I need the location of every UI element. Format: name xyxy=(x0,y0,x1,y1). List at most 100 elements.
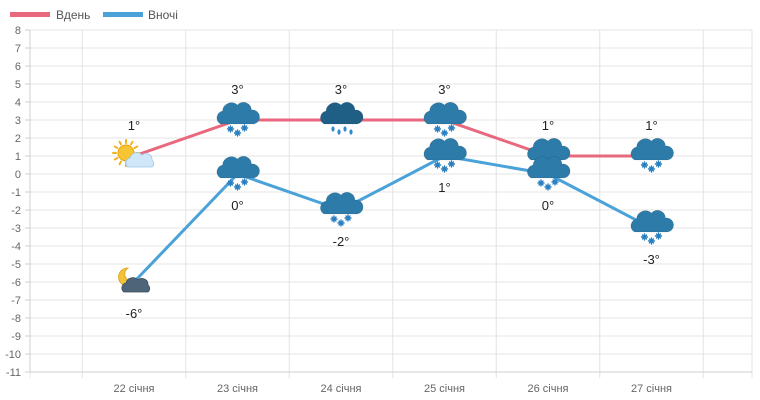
raindrop-shape xyxy=(331,126,335,132)
day-temp-label: 1° xyxy=(542,118,554,133)
cloud-snow-icon xyxy=(423,137,467,173)
night-point[interactable]: 1° xyxy=(423,137,467,195)
cloud-shape xyxy=(630,137,674,161)
cloud-shape xyxy=(527,137,571,161)
night-temp-label: 0° xyxy=(231,198,243,213)
night-temp-label: 0° xyxy=(542,198,554,213)
snowflake-shape xyxy=(440,129,449,137)
snowflake-shape xyxy=(337,219,345,227)
y-tick-label: -5 xyxy=(11,259,21,271)
x-tick-label: 27 січня xyxy=(631,383,672,395)
dark-cloud-rain-icon xyxy=(320,101,364,135)
day-point[interactable]: 1° xyxy=(630,118,674,173)
cloud-shape xyxy=(320,191,364,215)
y-tick-label: -6 xyxy=(11,277,21,289)
snowflake-shape xyxy=(440,165,449,173)
snowflake-shape xyxy=(233,183,242,191)
y-tick-label: -11 xyxy=(6,367,21,379)
day-point[interactable]: 3° xyxy=(216,82,260,137)
legend-item-day[interactable]: Вдень xyxy=(10,8,90,22)
day-temp-label: 1° xyxy=(128,118,140,133)
legend-swatch-night xyxy=(103,12,143,17)
series-points: 1° 3° 3° 3° 1° 1° -6° 0° -2° 1° 0° -3° xyxy=(112,82,674,321)
y-tick-label: 8 xyxy=(15,25,21,37)
x-tick-label: 23 січня xyxy=(217,383,258,395)
y-tick-label: -8 xyxy=(11,313,21,325)
y-tick-label: 3 xyxy=(15,115,21,127)
snowflake-shape xyxy=(654,160,663,168)
x-tick-label: 24 січня xyxy=(321,383,362,395)
day-temp-label: 3° xyxy=(335,82,347,97)
snowflake-shape xyxy=(640,233,649,241)
snowflake-shape xyxy=(647,237,656,245)
snowflake-shape xyxy=(647,165,656,173)
snowflake-shape xyxy=(654,232,663,240)
snowflake-shape xyxy=(447,160,456,168)
day-temp-label: 1° xyxy=(645,118,657,133)
day-point[interactable]: 1° xyxy=(527,118,571,173)
day-point[interactable]: 3° xyxy=(320,82,364,135)
snowflake-shape xyxy=(551,178,559,186)
night-temp-label: -2° xyxy=(333,234,350,249)
snowflake-shape xyxy=(433,125,442,133)
raindrop-shape xyxy=(343,126,347,132)
snowflake-shape xyxy=(233,129,242,137)
snowflake-shape xyxy=(330,215,338,223)
y-tick-label: 6 xyxy=(15,61,21,73)
raindrop-shape xyxy=(349,129,353,135)
night-point[interactable]: -2° xyxy=(320,191,364,249)
raindrop-shape xyxy=(337,129,341,135)
cloud-shape xyxy=(630,209,674,233)
cloud-snow-icon xyxy=(630,137,674,173)
y-tick-label: -7 xyxy=(11,295,21,307)
y-tick-label: -4 xyxy=(11,241,21,253)
night-temp-label: -6° xyxy=(126,306,143,321)
cloud-shape xyxy=(216,101,260,125)
legend-label-night: Вночі xyxy=(148,8,178,22)
y-tick-label: 7 xyxy=(15,43,21,55)
day-point[interactable]: 3° xyxy=(423,82,467,137)
cloud-shape xyxy=(527,155,571,179)
snowflake-shape xyxy=(537,179,545,187)
sun-cloud-icon xyxy=(112,139,155,168)
y-tick-label: -10 xyxy=(5,349,21,361)
snowflake-shape xyxy=(240,178,249,186)
night-point[interactable]: -6° xyxy=(118,267,151,321)
y-tick-label: -3 xyxy=(11,223,21,235)
night-point[interactable]: 0° xyxy=(527,155,571,213)
cloud-shape xyxy=(125,152,155,168)
legend-label-day: Вдень xyxy=(56,8,90,22)
x-tick-label: 22 січня xyxy=(114,383,155,395)
y-tick-label: 0 xyxy=(15,169,21,181)
y-tick-label: -2 xyxy=(11,205,21,217)
snowflake-shape xyxy=(344,214,352,222)
night-temp-label: 1° xyxy=(438,180,450,195)
cloud-snow-icon xyxy=(320,191,364,227)
cloud-snow-icon xyxy=(423,101,467,137)
night-point[interactable]: -3° xyxy=(630,209,674,267)
snowflake-shape xyxy=(544,183,552,191)
x-axis-ticks: 22 січня 23 січня 24 січня 25 січня 26 січня… xyxy=(114,383,673,395)
snowflake-shape xyxy=(226,125,235,133)
day-temp-label: 3° xyxy=(438,82,450,97)
y-axis-ticks: 8 7 6 5 4 3 2 1 0 -1 -2 -3 -4 -5 -6 -7 -8 -9 -10 -11 xyxy=(5,25,21,379)
cloud-shape xyxy=(216,155,260,179)
cloud-shape xyxy=(423,137,467,161)
cloud-shape xyxy=(320,101,364,125)
cloud-snow-icon xyxy=(527,155,571,191)
snowflake-shape xyxy=(240,124,249,132)
y-tick-label: 1 xyxy=(15,151,21,163)
night-temp-label: -3° xyxy=(643,252,660,267)
cloud-shape xyxy=(423,101,467,125)
day-temp-label: 3° xyxy=(231,82,243,97)
night-point[interactable]: 0° xyxy=(216,155,260,213)
y-tick-label: 4 xyxy=(15,97,21,109)
day-point[interactable]: 1° xyxy=(112,118,155,168)
snowflake-shape xyxy=(433,161,442,169)
cloud-shape xyxy=(121,277,151,293)
cloud-snow-icon xyxy=(216,155,260,191)
legend-item-night[interactable]: Вночі xyxy=(103,8,178,22)
cloud-snow-icon xyxy=(630,209,674,245)
chart-legend: Вдень Вночі xyxy=(10,8,178,22)
